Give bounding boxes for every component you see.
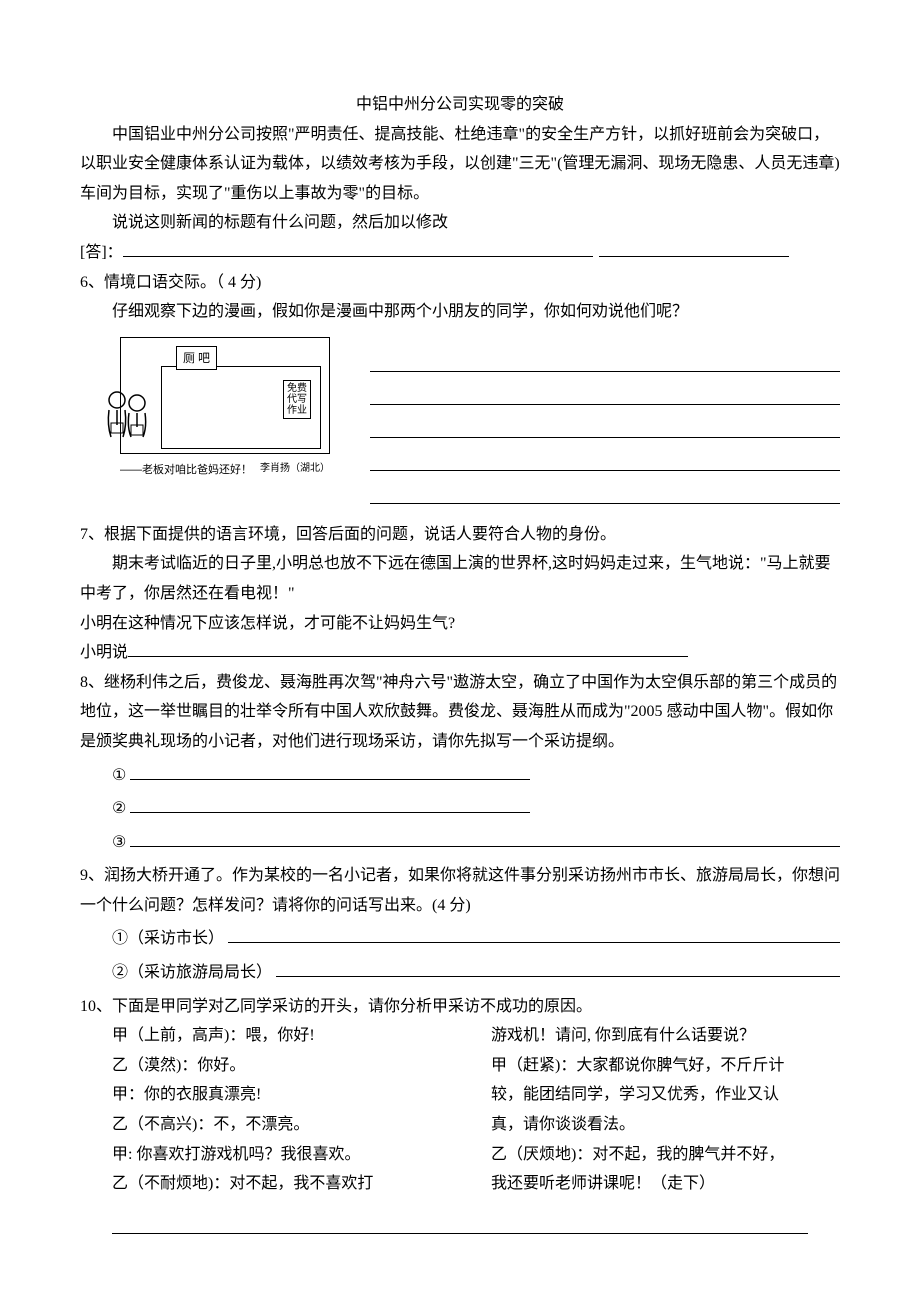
news-title: 中铝中州分公司实现零的突破 <box>80 90 840 120</box>
q6-prompt: 仔细观察下边的漫画，假如你是漫画中那两个小朋友的同学，你如何劝说他们呢？ <box>80 297 840 327</box>
q10-dialogue: 甲（上前，高声)：喂，你好! 乙（漠然)：你好。 甲：你的衣服真漂亮! 乙（不高… <box>80 1021 840 1199</box>
q7-answer-blank <box>128 640 688 657</box>
blank-line <box>370 347 840 372</box>
q7-question: 小明在这种情况下应该怎样说，才可能不让妈妈生气? <box>80 609 840 639</box>
dialogue-line: 真，请你谈谈看法。 <box>491 1110 840 1140</box>
dialogue-line: 甲（上前，高声)：喂，你好! <box>112 1021 461 1051</box>
news-body: 中国铝业中州分公司按照"严明责任、提高技能、杜绝违章"的安全生产方针，以抓好班前… <box>80 120 840 209</box>
q10-col2: 游戏机！请问, 你到底有什么话要说？ 甲（赶紧)：大家都说你脾气好，不斤斤计 较… <box>491 1021 840 1199</box>
q10-col1: 甲（上前，高声)：喂，你好! 乙（漠然)：你好。 甲：你的衣服真漂亮! 乙（不高… <box>112 1021 461 1199</box>
blank-line <box>370 413 840 438</box>
q8-item-3-label: ③ <box>112 828 126 858</box>
q9-item-2-label: ②（采访旅游局局长） <box>112 958 272 988</box>
q8-item-2-label: ② <box>112 794 126 824</box>
cartoon-kids-icon <box>99 385 169 447</box>
blank-line <box>130 830 840 847</box>
cartoon-image: 厕 吧 免费代写作业 ——老板对咱比爸妈还好！ 李肖扬（湖北） <box>120 337 330 480</box>
cartoon-frame: 厕 吧 免费代写作业 <box>120 337 330 454</box>
q9-item-1-label: ①（采访市长） <box>112 924 224 954</box>
blank-line <box>370 479 840 504</box>
blank-line <box>276 960 840 977</box>
document-page: 中铝中州分公司实现零的突破 中国铝业中州分公司按照"严明责任、提高技能、杜绝违章… <box>0 0 920 1294</box>
blank-line <box>130 763 530 780</box>
blank-line <box>370 380 840 405</box>
cartoon-caption-text: ——老板对咱比爸妈还好！ <box>120 464 252 476</box>
q8-item-2: ② <box>80 794 840 824</box>
q7-answer-row: 小明说 <box>80 638 840 668</box>
q6-answer-lines <box>370 337 840 512</box>
q8-item-1: ① <box>80 761 840 791</box>
cartoon-small-sign: 免费代写作业 <box>283 380 311 419</box>
dialogue-line: 甲: 你喜欢打游戏机吗？我很喜欢。 <box>112 1140 461 1170</box>
dialogue-line: 乙（不耐烦地)：对不起，我不喜欢打 <box>112 1169 461 1199</box>
q10-heading: 10、下面是甲同学对乙同学采访的开头，请你分析甲采访不成功的原因。 <box>80 992 840 1022</box>
cartoon-caption: ——老板对咱比爸妈还好！ 李肖扬（湖北） <box>120 460 330 480</box>
q9-text: 9、润扬大桥开通了。作为某校的一名小记者，如果你将就这件事分别采访扬州市市长、旅… <box>80 861 840 920</box>
dialogue-line: 我还要听老师讲课呢！（走下） <box>491 1169 840 1199</box>
dialogue-line: 游戏机！请问, 你到底有什么话要说？ <box>491 1021 840 1051</box>
answer-blank-2 <box>599 240 789 257</box>
answer-label: [答]： <box>80 244 123 261</box>
dialogue-line: 甲（赶紧)：大家都说你脾气好，不斤斤计 <box>491 1051 840 1081</box>
answer-blank-1 <box>123 240 593 257</box>
q6-heading: 6、情境口语交际。（ 4 分) <box>80 268 840 298</box>
q6-figure-row: 厕 吧 免费代写作业 ——老板对咱比爸妈还好！ 李肖扬（湖北） <box>80 337 840 512</box>
q9-item-1: ①（采访市长） <box>80 924 840 954</box>
blank-line <box>228 926 840 943</box>
q7-context: 期末考试临近的日子里,小明总也放不下远在德国上演的世界杯,这时妈妈走过来，生气地… <box>80 549 840 608</box>
q8-text: 8、继杨利伟之后，费俊龙、聂海胜再次驾"神舟六号"遨游太空，确立了中国作为太空俱… <box>80 668 840 757</box>
spacer <box>80 512 840 520</box>
dialogue-line: 乙（漠然)：你好。 <box>112 1051 461 1081</box>
dialogue-line: 甲：你的衣服真漂亮! <box>112 1080 461 1110</box>
dialogue-line: 较，能团结同学，学习又优秀，作业又认 <box>491 1080 840 1110</box>
q7-heading: 7、根据下面提供的语言环境，回答后面的问题，说话人要符合人物的身份。 <box>80 520 840 550</box>
blank-line <box>130 796 530 813</box>
blank-line <box>370 446 840 471</box>
answer-row: [答]： <box>80 238 840 268</box>
q8-item-3: ③ <box>80 828 840 858</box>
q9-item-2: ②（采访旅游局局长） <box>80 958 840 988</box>
cartoon-sign: 厕 吧 <box>176 346 217 370</box>
cartoon-author: 李肖扬（湖北） <box>260 460 330 479</box>
dialogue-line: 乙（不高兴)：不，不漂亮。 <box>112 1110 461 1140</box>
q8-item-1-label: ① <box>112 761 126 791</box>
news-question: 说说这则新闻的标题有什么问题，然后加以修改 <box>80 208 840 238</box>
dialogue-line: 乙（厌烦地)：对不起，我的脾气并不好， <box>491 1140 840 1170</box>
q7-answer-label: 小明说 <box>80 644 128 661</box>
q10-answer-blank <box>112 1217 808 1234</box>
